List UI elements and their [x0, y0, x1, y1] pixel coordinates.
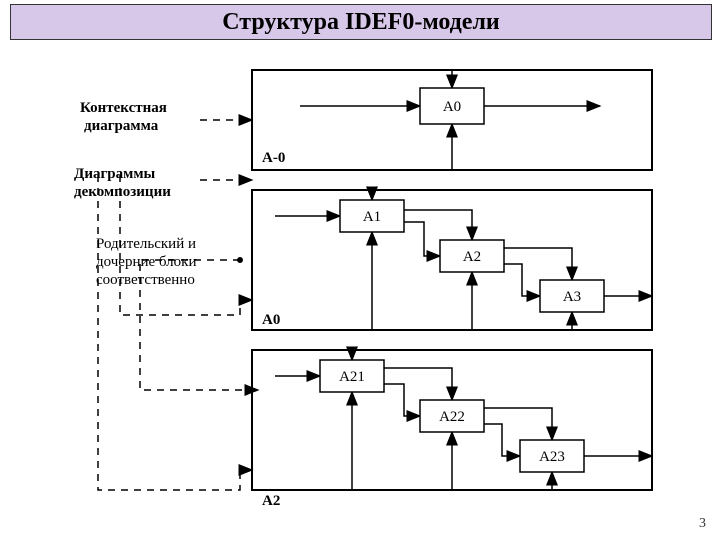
frame-label-A2: A2 [262, 493, 280, 509]
arrow-solid-5 [404, 210, 472, 240]
arrow-dashed-2 [98, 175, 252, 490]
label-context-1: Контекстная [80, 100, 167, 116]
arrow-solid-16 [384, 384, 420, 416]
page-number: 3 [699, 516, 706, 532]
label-parent-2: дочерние блоки [96, 254, 196, 270]
node-label-A3: A3 [563, 289, 581, 305]
arrow-solid-18 [484, 424, 520, 456]
label-decomp-1: Диаграммы [74, 166, 156, 182]
frame-label-A-0: A-0 [262, 150, 285, 166]
label-parent-3: соответственно [96, 272, 195, 288]
node-label-A22: A22 [439, 409, 465, 425]
node-label-A1: A1 [363, 209, 381, 225]
arrow-solid-6 [404, 222, 440, 256]
arrow-solid-8 [504, 264, 540, 296]
node-label-A23: A23 [539, 449, 565, 465]
diagram-canvas: A-0 A0 A2 A0 A1 A2 A3 A21 A22 A23 Контекстная диа… [0, 0, 720, 540]
label-decomp-2: декомпозиции [74, 184, 171, 200]
frame-label-A0: A0 [262, 312, 280, 328]
node-label-A2: A2 [463, 249, 481, 265]
label-parent-1: Родительский и [96, 236, 196, 252]
node-label-A21: A21 [339, 369, 365, 385]
label-context-2: диаграмма [84, 118, 159, 134]
dot-icon [237, 257, 243, 263]
node-label-A0: A0 [443, 99, 461, 115]
